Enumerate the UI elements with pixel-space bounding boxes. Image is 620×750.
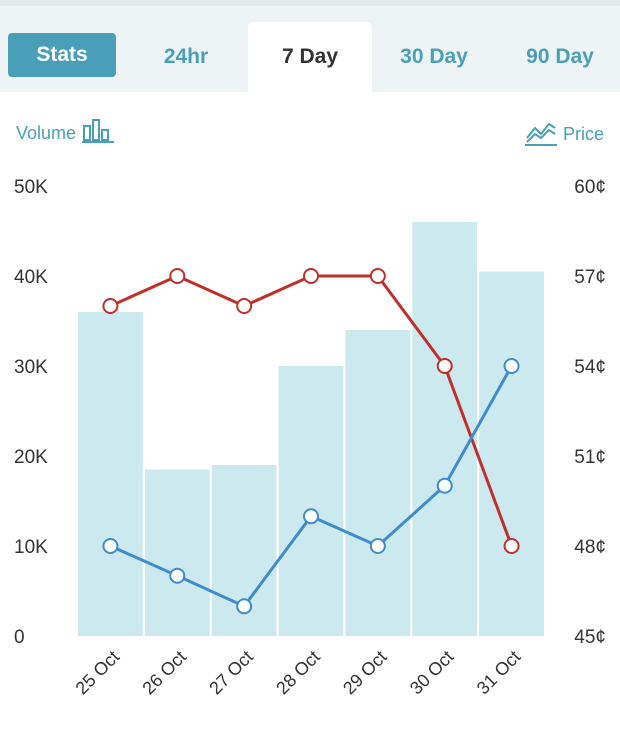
volume-label: Volume (16, 123, 77, 143)
right-axis-tick: 51¢ (574, 447, 606, 468)
x-axis-tick: 27 Oct (205, 647, 257, 699)
price-point (369, 268, 386, 284)
volume-point (169, 567, 186, 584)
x-axis-tick: 29 Oct (339, 647, 391, 699)
price-axis-title: Price (524, 118, 604, 151)
x-axis-tick: 26 Oct (138, 647, 190, 699)
right-axis-tick: 57¢ (574, 267, 606, 288)
volume-bar (479, 271, 544, 636)
volume-bar (412, 222, 478, 636)
top-divider (0, 0, 620, 6)
left-axis-tick: 0 (14, 627, 25, 648)
tab-7-day[interactable]: 7 Day (248, 22, 372, 92)
volume-point (369, 538, 386, 554)
left-axis-tick: 40K (14, 267, 48, 288)
volume-point (503, 358, 520, 374)
left-axis-tick: 50K (14, 177, 48, 198)
x-axis-tick: 30 Oct (406, 647, 458, 699)
volume-axis-title: Volume (16, 118, 115, 149)
tab-24hr[interactable]: 24hr (163, 45, 209, 68)
volume-bar (345, 330, 411, 636)
x-axis-tick: 28 Oct (272, 647, 324, 699)
line-chart-icon (524, 118, 557, 151)
right-axis-tick: 60¢ (574, 177, 606, 198)
x-axis-tick: 31 Oct (473, 647, 525, 699)
bar-chart-icon (82, 118, 115, 149)
left-axis-tick: 30K (14, 357, 48, 378)
left-axis-tick: 20K (14, 447, 48, 468)
price-point (102, 298, 119, 314)
right-axis-tick: 54¢ (574, 357, 606, 378)
price-point (169, 268, 186, 284)
tab-stats[interactable]: Stats (8, 33, 116, 77)
price-point (236, 298, 253, 314)
volume-point (303, 508, 319, 525)
volume-point (102, 538, 119, 554)
x-axis-tick: 25 Oct (72, 647, 124, 699)
price-point (303, 268, 319, 284)
tab-90-day[interactable]: 90 Day (526, 45, 594, 68)
right-axis-tick: 48¢ (574, 537, 606, 558)
volume-bar (144, 469, 210, 636)
volume-bar (278, 366, 344, 636)
left-axis-tick: 10K (14, 537, 48, 558)
volume-point (236, 598, 253, 615)
volume-point (436, 477, 453, 494)
volume-bar (78, 312, 143, 636)
right-axis-tick: 45¢ (574, 627, 606, 648)
price-point (436, 358, 453, 374)
tab-30-day[interactable]: 30 Day (400, 45, 468, 68)
price-label: Price (562, 124, 604, 144)
price-point (503, 538, 520, 554)
